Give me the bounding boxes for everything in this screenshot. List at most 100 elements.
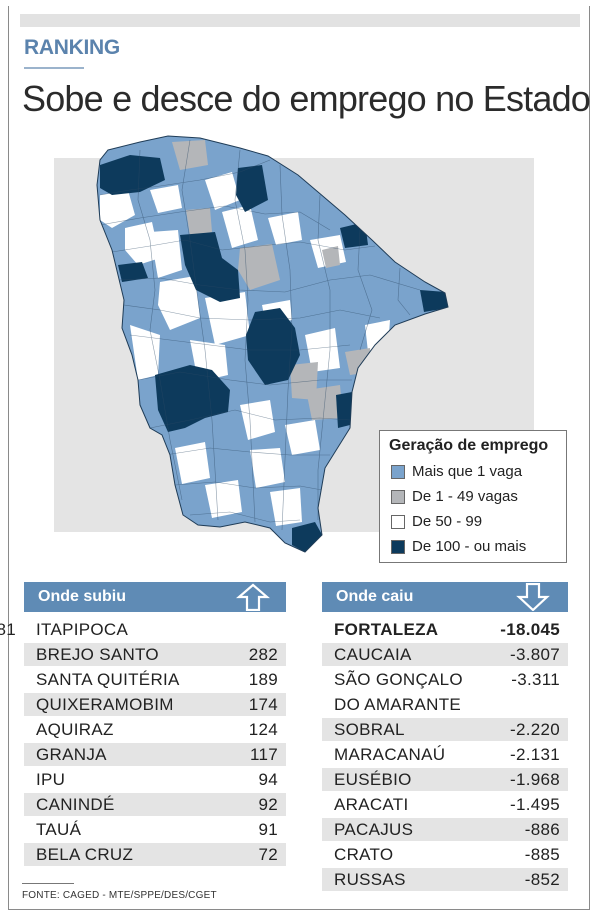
job-balance: 981 xyxy=(0,620,16,639)
municipality-name: SANTA QUITÉRIA xyxy=(36,670,180,689)
region-dark xyxy=(236,165,268,212)
municipality-name: GRANJA xyxy=(36,745,107,764)
region-white xyxy=(100,190,135,228)
job-balance: -2.220 xyxy=(509,720,560,739)
region-white xyxy=(365,320,390,352)
job-balance: 72 xyxy=(258,845,278,864)
region-gray xyxy=(322,246,340,268)
region-dark xyxy=(420,290,448,312)
region-dark xyxy=(118,262,148,282)
ranking-down-row: CAUCAIA -3.807 xyxy=(322,643,568,666)
source-credit: FONTE: CAGED - MTE/SPPE/DES/CGET xyxy=(22,890,217,901)
ranking-down-row: MARACANAÚ -2.131 xyxy=(322,743,568,766)
municipality-name: FORTALEZA xyxy=(334,620,439,639)
arrow-up-outline-icon xyxy=(236,583,270,611)
municipality-name: QUIXERAMOBIM xyxy=(36,695,174,714)
ranking-down-row: SÃO GONÇALO DO AMARANTE -3.311 xyxy=(322,668,568,716)
ranking-up-row: SANTA QUITÉRIA 189 xyxy=(24,668,286,691)
job-balance: -886 xyxy=(524,820,560,839)
region-white xyxy=(305,328,340,372)
region-white xyxy=(250,448,285,488)
job-balance: 91 xyxy=(258,820,278,839)
region-white xyxy=(268,212,302,245)
job-balance: 92 xyxy=(258,795,278,814)
region-white xyxy=(285,420,320,455)
legend-label: De 100 - ou mais xyxy=(412,538,527,555)
ranking-up-row: CANINDÉ 92 xyxy=(24,793,286,816)
job-balance: 117 xyxy=(249,745,278,764)
legend-swatch xyxy=(391,490,405,504)
municipality-name: EUSÉBIO xyxy=(334,770,412,789)
legend-label: De 1 - 49 vagas xyxy=(412,488,518,505)
municipality-name: TAUÁ xyxy=(36,820,82,839)
ranking-down-header: Onde caiu xyxy=(322,582,568,612)
ranking-up-row: GRANJA 117 xyxy=(24,743,286,766)
infographic-frame xyxy=(8,6,590,910)
municipality-name: SOBRAL xyxy=(334,720,405,739)
ranking-up-title: Onde subiu xyxy=(38,588,126,605)
region-gray xyxy=(186,208,212,236)
job-balance: -2.131 xyxy=(509,745,560,764)
legend-swatch xyxy=(391,465,405,479)
region-white xyxy=(205,292,250,345)
municipality-name: PACAJUS xyxy=(334,820,414,839)
region-dark xyxy=(180,232,240,302)
job-balance: 174 xyxy=(248,695,278,714)
ranking-down-row: SOBRAL -2.220 xyxy=(322,718,568,741)
job-balance: 124 xyxy=(248,720,278,739)
ranking-down-row: FORTALEZA -18.045 xyxy=(322,618,568,641)
municipal-borders xyxy=(99,139,421,531)
region-white xyxy=(240,400,275,440)
region-white xyxy=(150,185,182,213)
job-balance: -885 xyxy=(524,845,560,864)
municipality-name: BREJO SANTO xyxy=(36,645,159,664)
region-white xyxy=(205,480,242,518)
region-white xyxy=(205,172,240,210)
municipality-name: ARACATI xyxy=(334,795,409,814)
top-bar xyxy=(20,14,580,27)
job-balance: -3.311 xyxy=(511,670,560,689)
municipality-name: BELA CRUZ xyxy=(36,845,134,864)
ranking-down-row: RUSSAS -852 xyxy=(322,868,568,891)
source-divider xyxy=(22,883,74,884)
legend-label: De 50 - 99 xyxy=(412,513,483,530)
ranking-down-row: ARACATI -1.495 xyxy=(322,793,568,816)
state-outline xyxy=(96,135,449,553)
region-white xyxy=(130,325,160,380)
job-balance: 189 xyxy=(248,670,278,689)
region-gray xyxy=(238,244,280,290)
municipality-name-line2: DO AMARANTE xyxy=(334,695,462,714)
legend-swatch xyxy=(391,540,405,554)
ranking-up-row: TAUÁ 91 xyxy=(24,818,286,841)
ranking-down-row: CRATO -885 xyxy=(322,843,568,866)
region-dark xyxy=(100,155,165,195)
region-dark xyxy=(246,308,300,385)
ranking-up-panel: Onde subiu ITAPIPOCA 981 BREJO SANTO 282… xyxy=(0,582,286,866)
region-white xyxy=(158,276,200,330)
page-title: Sobe e desce do emprego no Estado xyxy=(22,78,591,119)
region-gray xyxy=(172,140,208,170)
legend-swatch xyxy=(391,515,405,529)
kicker-underline xyxy=(24,67,84,69)
job-balance: -852 xyxy=(524,870,560,889)
section-kicker: RANKING xyxy=(24,36,120,59)
ranking-down-title: Onde caiu xyxy=(336,588,414,605)
ranking-up-row: BREJO SANTO 282 xyxy=(24,643,286,666)
job-balance: 282 xyxy=(248,645,278,664)
job-balance: 94 xyxy=(258,770,278,789)
job-balance: -18.045 xyxy=(500,620,560,639)
ranking-up-row: AQUIRAZ 124 xyxy=(24,718,286,741)
municipality-name: CAUCAIA xyxy=(334,645,412,664)
legend-title: Geração de emprego xyxy=(389,437,549,454)
job-balance: -1.495 xyxy=(509,795,560,814)
region-white xyxy=(175,442,210,484)
region-dark xyxy=(336,392,352,428)
municipality-name: CANINDÉ xyxy=(36,795,115,814)
municipality-name: ITAPIPOCA xyxy=(36,620,129,639)
arrow-down-outline-icon xyxy=(516,583,550,611)
municipality-name: SÃO GONÇALO xyxy=(334,670,463,689)
job-balance: -3.807 xyxy=(509,645,560,664)
ranking-up-row: QUIXERAMOBIM 174 xyxy=(24,693,286,716)
ranking-up-header: Onde subiu xyxy=(24,582,286,612)
ranking-down-panel: Onde caiu FORTALEZA -18.045 CAUCAIA -3.8… xyxy=(322,582,568,891)
